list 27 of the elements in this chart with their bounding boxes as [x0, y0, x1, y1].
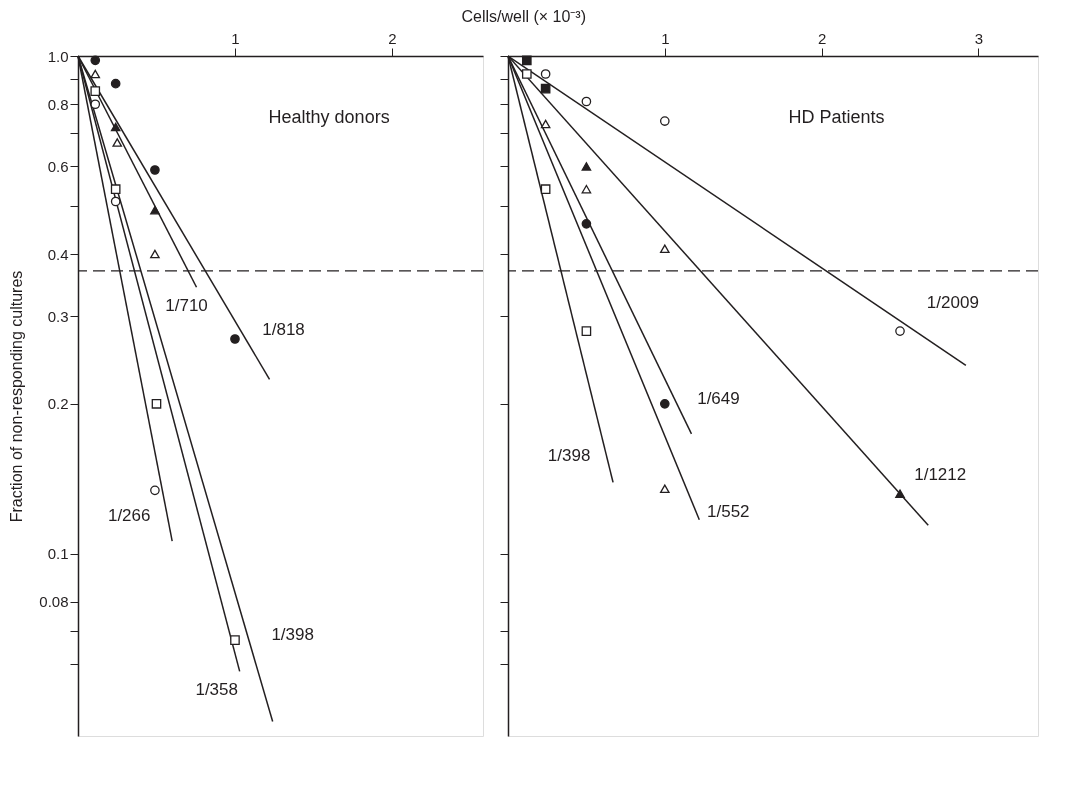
series-label: 1/398: [271, 625, 314, 645]
x-tick-label: 1: [231, 29, 240, 47]
series-label: 1/2009: [926, 293, 979, 313]
x-tick-label: 3: [974, 29, 984, 47]
y-tick-label: 0.3: [47, 307, 69, 325]
y-tick-label: 0.1: [47, 545, 69, 563]
y-tick-label: 0.4: [47, 245, 69, 263]
x-axis-title: Cells/well (× 10⁻³): [461, 7, 587, 25]
y-tick-label: 0.8: [47, 95, 69, 113]
series-label: 1/649: [697, 388, 740, 408]
y-tick-label: 0.2: [47, 395, 69, 413]
x-tick-label: 2: [388, 29, 397, 47]
series-label: 1/710: [165, 296, 208, 316]
y-tick-label: 1.0: [47, 47, 69, 65]
text: HD Patients: [788, 107, 885, 127]
y-tick-label: 0.08: [39, 593, 69, 611]
series-label: 1/398: [547, 446, 591, 466]
series-label: 1/1212: [914, 465, 967, 485]
x-tick-label: 1: [661, 29, 670, 47]
series-label: 1/818: [262, 320, 305, 340]
text: Healthy donors: [268, 107, 390, 127]
y-axis-title: Fraction of non-responding cultures: [8, 270, 26, 523]
series-label: 1/266: [107, 506, 151, 526]
x-tick-label: 2: [817, 29, 827, 47]
series-label: 1/552: [707, 501, 750, 521]
series-label: 1/358: [195, 680, 238, 700]
y-tick-label: 0.6: [47, 157, 69, 175]
